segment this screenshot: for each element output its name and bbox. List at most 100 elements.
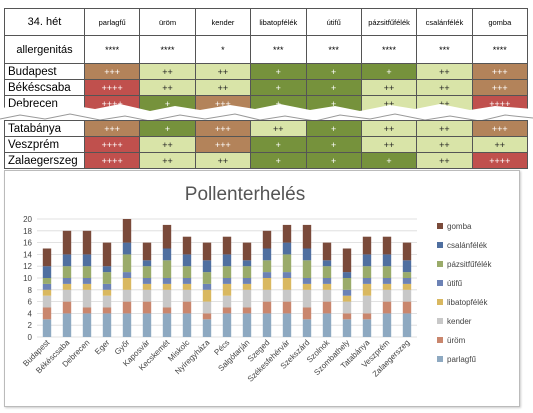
bar-segment xyxy=(142,260,152,267)
bar-segment xyxy=(382,313,392,337)
city-name: Békéscsaba xyxy=(4,79,85,96)
bar-segment xyxy=(302,289,312,308)
bar-segment xyxy=(82,307,92,314)
pollen-level-cell: ++ xyxy=(360,136,418,153)
pollen-level-cell: + xyxy=(305,63,362,80)
bar-segment xyxy=(222,278,232,284)
bar-segment xyxy=(382,289,392,302)
bar-segment xyxy=(402,242,412,261)
bar-segment xyxy=(142,278,152,284)
bar-segment xyxy=(262,230,272,249)
pollen-level-cell: + xyxy=(305,136,362,153)
legend-swatch xyxy=(437,223,443,229)
city-name: Veszprém xyxy=(4,136,85,153)
table-row: Tatabánya +++ + +++ ++ + ++ ++ +++ xyxy=(4,120,529,137)
bar-segment xyxy=(162,283,172,290)
y-tick-label: 4 xyxy=(28,309,33,318)
table-row: Békéscsaba ++++ ++ ++ + + ++ ++ +++ xyxy=(4,79,529,96)
pollen-level-cell: ++ xyxy=(194,63,252,80)
bar-segment xyxy=(182,266,192,278)
bar-segment xyxy=(122,219,132,243)
bar-segment xyxy=(202,313,212,320)
bar-segment xyxy=(342,319,352,337)
allergenicity-row: allergenitás **** **** * *** *** **** *** **** xyxy=(4,35,529,64)
bar-segment xyxy=(262,272,272,278)
bar-segment xyxy=(362,254,372,267)
table-row: Zalaegerszeg ++++ ++ ++ + + + ++ ++++ xyxy=(4,152,529,169)
x-tick-label: Eger xyxy=(93,338,112,357)
bar-segment xyxy=(322,313,332,337)
bar-segment xyxy=(42,283,52,290)
y-tick-label: 10 xyxy=(23,274,32,283)
pollen-level-cell: +++ xyxy=(83,120,141,137)
pollen-table-top: 34. hét parlagfű üröm kender libatopfélék úti… xyxy=(4,8,529,112)
bar-segment xyxy=(362,283,372,296)
chart-legend: gomba csalánfélék pázsitfűfélék útifű libato… xyxy=(437,222,492,364)
bar-segment xyxy=(162,307,172,314)
bar-segment xyxy=(162,313,172,337)
bar-segment xyxy=(82,289,92,308)
bar-segment xyxy=(342,272,352,278)
bar-segment xyxy=(302,319,312,337)
pollen-level-cell: ++ xyxy=(139,152,196,169)
pollen-table-bottom: Tatabánya +++ + +++ ++ + ++ ++ +++ Veszprém ++++ ++… xyxy=(4,120,529,169)
bar-segment xyxy=(182,283,192,290)
bar-segment xyxy=(302,260,312,278)
bar-segment xyxy=(62,230,72,255)
pollen-level-cell: ++++ xyxy=(83,152,141,169)
bar-segment xyxy=(142,283,152,290)
bar-segment xyxy=(82,230,92,255)
bar-segment xyxy=(362,266,372,278)
pollen-level-cell: +++ xyxy=(194,120,252,137)
bar-segment xyxy=(142,313,152,337)
legend-swatch xyxy=(437,261,443,267)
column-header-6: csalánfélék xyxy=(416,8,473,36)
bar-segment xyxy=(102,283,112,290)
bar-segment xyxy=(322,301,332,314)
bar-segment xyxy=(402,301,412,314)
column-header-2: kender xyxy=(194,8,252,36)
bar-segment xyxy=(42,289,52,296)
y-tick-label: 16 xyxy=(23,239,32,248)
bar-segment xyxy=(362,278,372,284)
bar-segment xyxy=(62,283,72,290)
bar-segment xyxy=(302,283,312,290)
bar-segment xyxy=(202,283,212,290)
bar-segment xyxy=(342,289,352,296)
column-header-1: üröm xyxy=(139,8,196,36)
bar-segment xyxy=(282,272,292,278)
bar-segment xyxy=(162,289,172,308)
allergenicity-value-5: **** xyxy=(360,35,418,64)
allergenicity-value-4: *** xyxy=(305,35,362,64)
legend-entry: kender xyxy=(447,317,472,326)
bar-segment xyxy=(42,319,52,337)
pollen-level-cell: +++ xyxy=(194,136,252,153)
bar-segment xyxy=(322,289,332,302)
bar-segment xyxy=(82,278,92,284)
bar-segment xyxy=(382,236,392,255)
bar-segment xyxy=(182,254,192,267)
pollen-level-cell: + xyxy=(360,63,418,80)
bar-segment xyxy=(322,260,332,267)
bar-segment xyxy=(402,283,412,290)
allergenicity-value-3: *** xyxy=(250,35,307,64)
bar-segment xyxy=(302,307,312,320)
bar-segment xyxy=(202,319,212,337)
bar-segment xyxy=(102,289,112,296)
bar-segment xyxy=(82,266,92,278)
pollen-level-cell: ++ xyxy=(416,120,473,137)
bar-segment xyxy=(342,248,352,273)
allergenicity-value-0: **** xyxy=(83,35,141,64)
pollen-level-cell: + xyxy=(250,136,307,153)
bar-segment xyxy=(102,313,112,337)
legend-entry: csalánfélék xyxy=(447,241,488,250)
bar-segment xyxy=(102,242,112,267)
y-tick-label: 14 xyxy=(23,250,32,259)
bar-segment xyxy=(102,307,112,314)
city-name: Tatabánya xyxy=(4,120,85,137)
bar-segment xyxy=(222,307,232,314)
bar-segment xyxy=(42,248,52,267)
bar-segment xyxy=(122,272,132,278)
y-tick-label: 8 xyxy=(28,286,33,295)
